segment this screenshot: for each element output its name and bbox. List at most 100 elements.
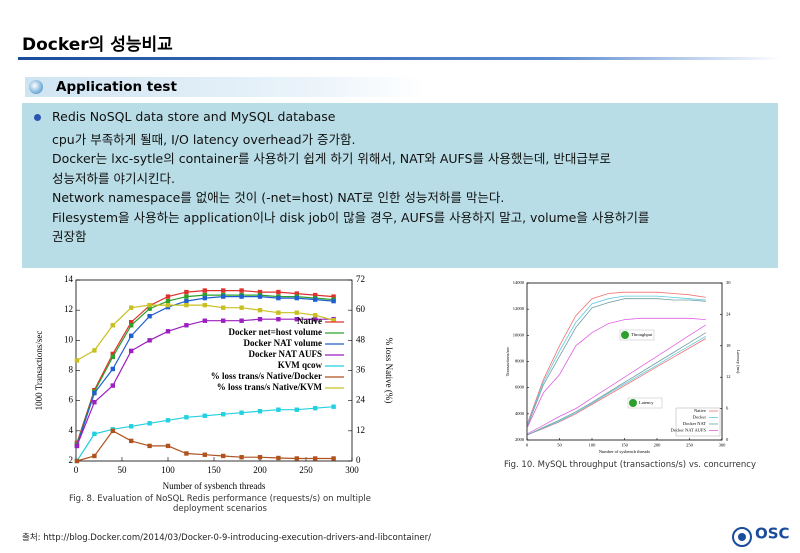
point-marker [74,458,80,464]
point-marker [165,302,171,308]
y-tick-label: 10 [64,334,74,344]
bullet-line: Filesystem을 사용하는 application이나 disk job이… [52,209,650,225]
series-line [527,338,706,436]
x-tick-label: 50 [557,443,562,448]
point-marker [313,292,318,298]
figure-caption: Fig. 8. Evaluation of NoSQL Redis perfor… [69,494,371,514]
point-marker [184,451,189,456]
y2-tick-label: 24 [356,395,366,405]
x-tick-label: 100 [161,465,175,475]
series-line [527,298,706,426]
point-marker [92,431,97,437]
point-marker [276,310,281,315]
y2-tick-label: 24 [726,311,731,316]
x-tick-label: 0 [74,465,79,475]
x-tick-label: 250 [299,465,313,475]
section-banner [25,77,425,97]
point-marker [129,320,134,325]
point-marker [74,358,80,363]
point-marker [92,390,97,396]
y2-tick-label: 12 [726,374,731,379]
x-tick-label: 200 [253,465,267,475]
point-marker [294,407,299,412]
point-marker [165,294,171,299]
point-marker [221,305,226,310]
series-line [527,295,706,425]
point-marker [184,294,189,299]
y2-tick-label: 30 [726,280,731,285]
slide-title: Docker의 성능비교 [22,35,173,55]
legend-label: KVM qcow [278,360,323,370]
point-marker [257,307,263,313]
point-marker [221,294,226,299]
y-tick-label: 6 [69,395,74,405]
point-marker [276,295,281,301]
point-marker [257,317,263,322]
point-marker [294,295,299,301]
point-marker [129,438,134,444]
legend-label: Docker NAT AUFS [671,428,707,433]
point-marker [147,302,152,308]
point-marker [129,323,134,328]
x-tick-label: 150 [621,443,629,448]
chart: 2000400060008000100001200014000061218243… [505,280,741,454]
point-marker [221,453,226,459]
point-marker [165,418,171,423]
y-axis-title: Transactions/sec [505,347,510,377]
y-tick-label: 12000 [513,306,525,311]
legend-label: Native [694,408,706,413]
bullet-line: Network namespace를 없애는 것이 (-net=host) NA… [52,190,505,205]
point-marker [313,317,318,322]
annotation-icon [629,399,637,407]
legend-label: Docker net=host volume [229,327,322,337]
y2-axis-title: % loss Native (%) [384,338,394,404]
y-tick-label: 12 [64,304,73,314]
point-marker [184,415,189,420]
point-marker [184,289,189,295]
point-marker [165,443,171,449]
y-tick-label: 4 [69,425,74,435]
legend-label: % loss trans/s Native/KVM [217,382,323,392]
bullet-box [22,103,778,268]
x-tick-label: 250 [686,443,694,448]
legend-label: Docker NAT AUFS [248,349,322,359]
series-line [527,324,707,435]
y2-tick-label: 36 [356,365,366,375]
point-marker [184,298,189,304]
point-marker [221,318,226,323]
point-marker [331,298,336,304]
x-tick-label: 300 [345,465,359,475]
series-line [527,336,706,436]
point-marker [276,455,281,461]
point-marker [257,294,263,299]
y-tick-label: 14000 [513,280,525,285]
logo-mark [738,533,746,541]
logo-text: OSC [755,525,790,543]
point-marker [294,456,299,461]
logo: OSC [732,525,790,547]
x-tick-label: 50 [118,465,128,475]
annotation-label: Throughput [631,332,653,337]
x-tick-label: 100 [589,443,597,448]
point-marker [202,288,207,293]
x-axis-title: Number of sysbench threads [599,449,651,454]
point-marker [331,318,336,323]
bullet-line: Redis NoSQL data store and MySQL databas… [52,109,336,124]
point-marker [294,310,299,315]
annotation-label: Latency [639,400,654,405]
section-title: Application test [56,79,177,95]
annotation-icon [621,331,629,339]
series-line [527,317,706,428]
bullet-dot [34,114,41,121]
x-tick-label: 200 [654,443,662,448]
point-marker [202,295,207,301]
point-marker [92,399,97,405]
y-tick-label: 2 [69,455,74,465]
point-marker [239,288,244,293]
point-marker [184,323,189,328]
x-tick-label: 300 [719,443,727,448]
y2-tick-label: 6 [726,406,729,411]
point-marker [202,302,207,308]
point-marker [239,318,244,323]
legend-label: Native [297,316,322,326]
